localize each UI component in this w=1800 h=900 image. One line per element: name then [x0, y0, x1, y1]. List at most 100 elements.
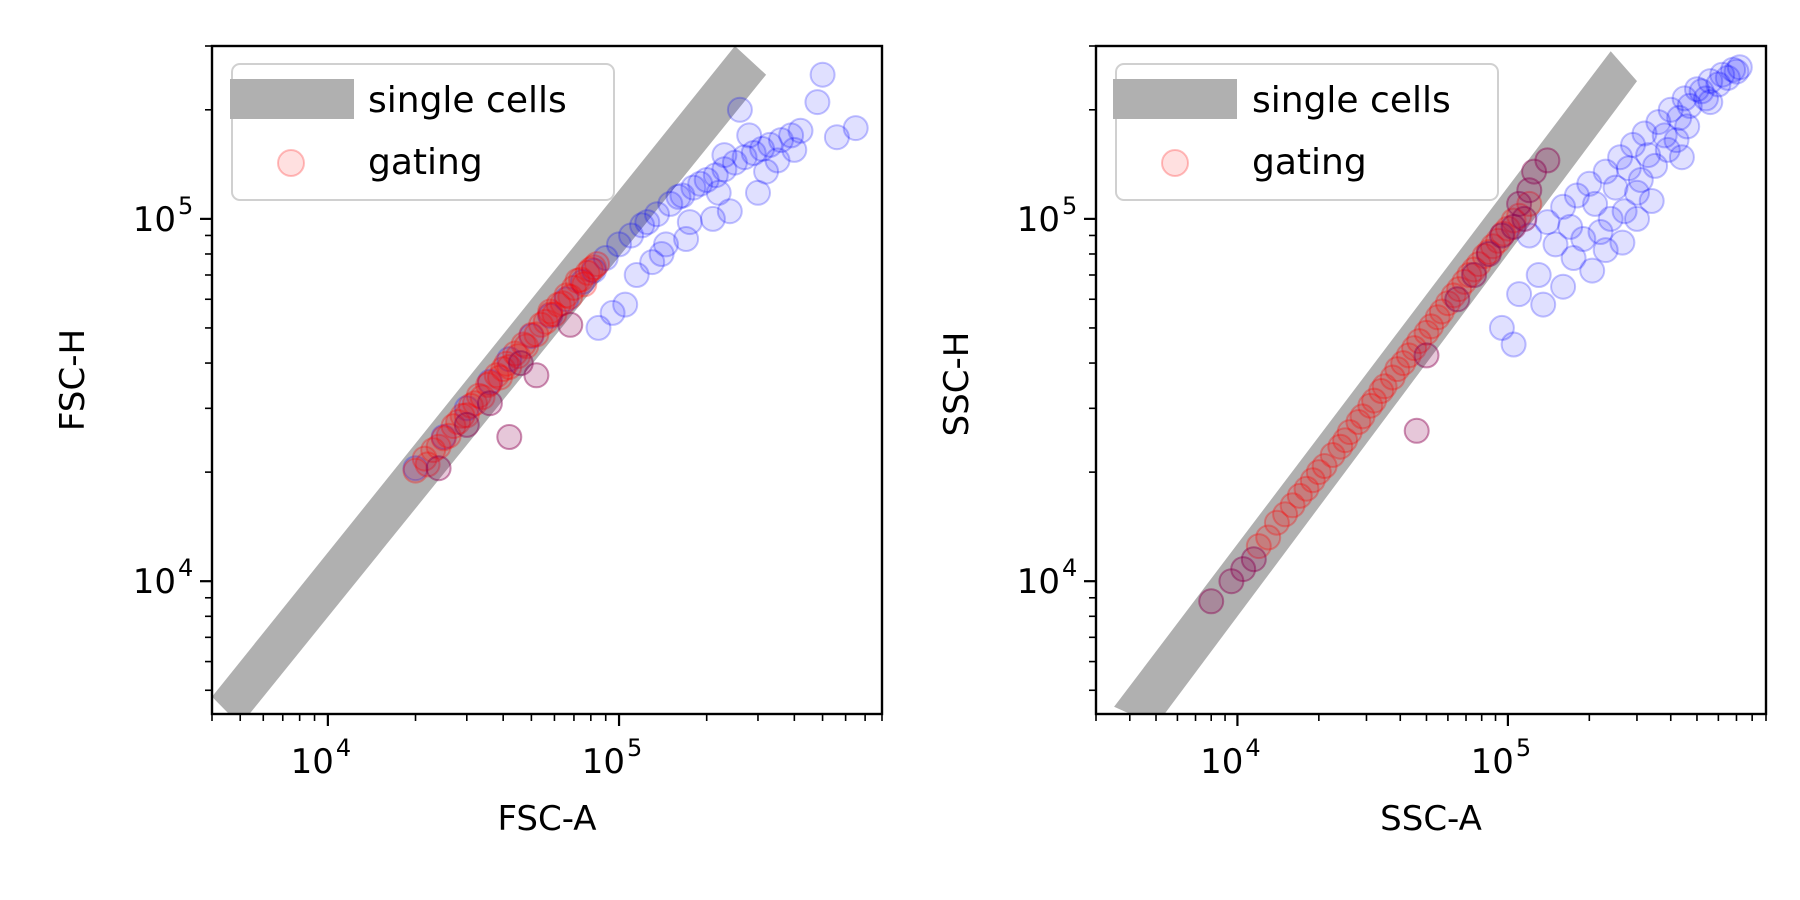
fsc-y-tick-label-0: 10 4	[133, 554, 194, 602]
ssc-point-all-events	[1587, 219, 1614, 245]
ssc-point-all-events	[1607, 144, 1634, 171]
ssc-point-gated-single-cells	[1332, 427, 1359, 454]
fsc-point-all-events	[612, 291, 639, 318]
ssc-y-tick-exp-1: 5	[1062, 192, 1077, 220]
ssc-point-all-events	[1624, 205, 1650, 232]
fsc-point-gated-single-cells	[580, 254, 607, 281]
fsc-point-gated-single-cells	[568, 266, 594, 293]
ssc-point-all-events	[1516, 222, 1543, 249]
ssc-point-all-events	[1723, 58, 1750, 85]
ssc-point-all-events	[1635, 142, 1662, 169]
fsc-point-all-events	[721, 149, 748, 176]
fsc-point-all-events	[745, 179, 771, 206]
ssc-x-tick-base-1: 10	[1471, 742, 1514, 782]
fsc-legend-band-swatch	[230, 79, 354, 119]
fsc-point-all-events	[569, 268, 596, 295]
fsc-point-gated-single-cells	[510, 331, 537, 358]
ssc-point-all-events	[1688, 78, 1715, 105]
ssc-point-outliers	[1500, 213, 1527, 240]
ssc-point-gated-single-cells	[1413, 319, 1440, 346]
fsc-point-gated-single-cells	[532, 308, 559, 335]
ssc-point-outliers	[1475, 241, 1502, 267]
fsc-point-all-events	[402, 455, 429, 482]
fsc-point-all-events	[804, 89, 831, 116]
ssc-point-gated-single-cells	[1475, 239, 1502, 265]
fsc-x-tick-label-1: 10 5	[582, 734, 643, 782]
ssc-point-gated-single-cells	[1255, 524, 1282, 551]
fsc-point-gated-single-cells	[435, 422, 462, 449]
fsc-point-all-events	[618, 222, 645, 249]
ssc-point-all-events	[1693, 85, 1719, 112]
ssc-point-outliers	[1521, 158, 1548, 185]
fsc-x-tick-base-0: 10	[291, 742, 334, 782]
ssc-point-all-events	[1615, 155, 1642, 182]
ssc-point-all-events	[1642, 152, 1669, 179]
ssc-point-gated-single-cells	[1299, 467, 1326, 494]
ssc-point-outliers	[1511, 205, 1538, 232]
fsc-point-all-events	[537, 302, 564, 329]
ssc-point-all-events	[1582, 190, 1609, 217]
fsc-point-all-events	[726, 96, 753, 123]
ssc-point-all-events	[1651, 122, 1678, 149]
ssc-point-gated-single-cells	[1345, 409, 1372, 435]
ssc-point-all-events	[1654, 136, 1681, 163]
fsc-point-gated-single-cells	[475, 372, 502, 398]
fsc-point-all-events	[716, 198, 743, 225]
ssc-point-gated-single-cells	[1384, 356, 1411, 383]
fsc-point-gated-single-cells	[411, 445, 438, 472]
fsc-y-tick-label-1: 10 5	[133, 192, 194, 240]
fsc-point-gated-single-cells	[465, 382, 492, 409]
fsc-point-gated-single-cells	[577, 256, 604, 283]
fsc-point-gated-single-cells	[445, 409, 472, 435]
fsc-point-all-events	[648, 241, 675, 267]
fsc-point-gated-single-cells	[584, 251, 610, 278]
ssc-point-all-events	[1709, 61, 1736, 88]
svg-text:10: 10	[133, 200, 176, 240]
ssc-single-cells-gate-band	[1114, 51, 1637, 714]
fsc-point-gated-single-cells	[557, 283, 584, 310]
ssc-y-tick-base-1: 10	[1017, 200, 1060, 240]
ssc-point-gated-single-cells	[1424, 304, 1451, 331]
ssc-legend-gating-swatch	[1161, 149, 1189, 177]
fsc-point-gated-single-cells	[545, 291, 572, 318]
fsc-y-tick-exp-0: 4	[178, 554, 193, 582]
ssc-legend-label-gating: gating	[1252, 142, 1367, 183]
fsc-point-gated-single-cells	[564, 267, 591, 294]
fsc-single-cells-gate-band	[212, 46, 767, 714]
fsc-point-all-events	[623, 262, 650, 288]
fsc-point-gated-single-cells	[440, 413, 467, 440]
fsc-point-gated-single-cells	[571, 271, 598, 298]
fsc-point-gated-single-cells	[469, 384, 496, 411]
fsc-point-gated-single-cells	[528, 311, 555, 338]
svg-text:10: 10	[291, 742, 334, 782]
ssc-point-outliers	[1516, 177, 1543, 204]
fsc-point-all-events	[787, 117, 814, 144]
fsc-legend-gating-swatch	[277, 149, 305, 177]
ssc-legend-label-single-cells: single cells	[1252, 80, 1451, 121]
fsc-point-outliers	[453, 411, 480, 438]
fsc-y-tick-base-0: 10	[133, 562, 176, 602]
ssc-point-gated-single-cells	[1263, 509, 1290, 536]
ssc-x-tick-exp-1: 5	[1516, 734, 1531, 762]
ssc-point-gated-single-cells	[1451, 268, 1478, 295]
fsc-point-gated-single-cells	[476, 370, 503, 397]
ssc-point-all-events	[1550, 273, 1577, 300]
ssc-point-gated-single-cells	[1371, 373, 1398, 400]
fsc-point-all-events	[518, 323, 545, 349]
fsc-point-all-events	[629, 212, 656, 239]
ssc-point-all-events	[1668, 144, 1695, 171]
ssc-point-all-events	[1645, 109, 1672, 136]
ssc-point-all-events	[1674, 113, 1701, 140]
fsc-point-outliers	[523, 362, 550, 389]
ssc-point-gated-single-cells	[1311, 453, 1338, 479]
ssc-point-gated-single-cells	[1395, 342, 1422, 369]
svg-text:10: 10	[582, 742, 625, 782]
ssc-point-gated-single-cells	[1440, 282, 1467, 309]
ssc-point-outliers	[1534, 147, 1561, 174]
ssc-point-gated-single-cells	[1390, 350, 1417, 377]
fsc-point-all-events	[430, 424, 457, 450]
ssc-point-all-events	[1500, 331, 1527, 358]
ssc-point-all-events	[1602, 174, 1629, 201]
fsc-point-all-events	[687, 170, 714, 197]
